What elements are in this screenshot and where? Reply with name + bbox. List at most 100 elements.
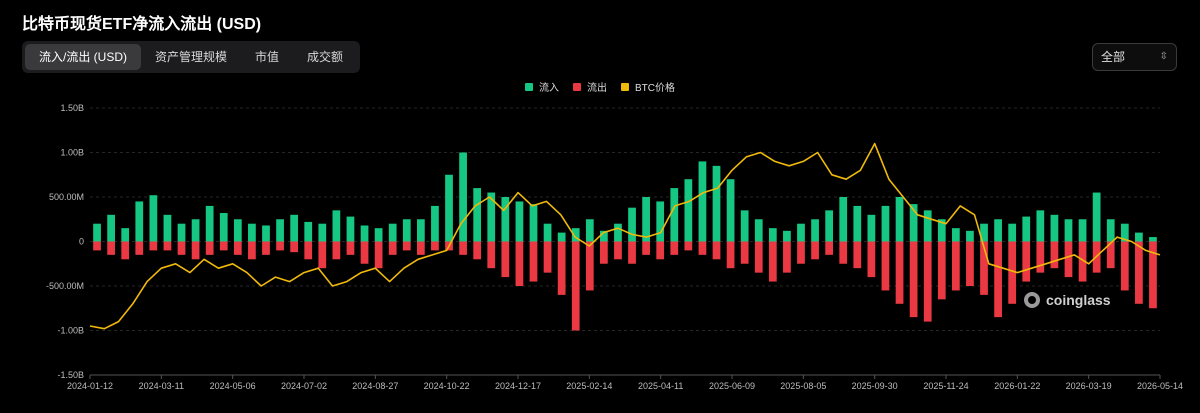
outflow-bar — [290, 241, 299, 253]
y-tick-label: 500.00M — [49, 192, 84, 202]
inflow-bar — [360, 225, 369, 242]
inflow-bar — [346, 216, 355, 242]
inflow-bar — [1092, 192, 1101, 242]
outflow-bar — [318, 241, 327, 269]
outflow-bar — [1149, 241, 1157, 309]
outflow-bar — [543, 241, 552, 273]
inflow-bar — [191, 219, 200, 242]
chart-legend: 流入 流出 BTC价格 — [0, 79, 1200, 94]
outflow-bar — [501, 241, 510, 278]
x-tick-label: 2025-06-09 — [709, 381, 755, 391]
outflow-bar — [909, 241, 918, 318]
inflow-bar — [388, 223, 397, 242]
x-tick-label: 2024-10-22 — [424, 381, 470, 391]
outflow-bar — [487, 241, 496, 269]
outflow-bar — [726, 241, 735, 269]
outflow-bar — [712, 241, 721, 260]
inflow-bar — [980, 223, 988, 242]
outflow-bar — [262, 241, 270, 255]
inflow-bar — [529, 204, 538, 242]
inflow-bar — [1078, 219, 1087, 242]
inflow-bar — [853, 205, 862, 242]
inflow-bar — [93, 223, 101, 242]
x-tick-label: 2025-08-05 — [780, 381, 826, 391]
inflow-bar — [1036, 210, 1045, 242]
inflow-bar — [811, 219, 819, 242]
inflow-bar — [783, 230, 791, 242]
outflow-bar — [135, 241, 144, 255]
inflow-bar — [473, 188, 482, 242]
outflow-bar — [1036, 241, 1045, 273]
inflow-bar — [135, 201, 144, 242]
outflow-bar — [431, 241, 439, 251]
outflow-bar — [754, 241, 763, 273]
legend-item-inflow[interactable]: 流入 — [525, 79, 559, 94]
inflow-bar — [332, 210, 341, 242]
inflow-bar — [923, 210, 932, 242]
inflow-bar — [726, 179, 735, 242]
x-tick-label: 2024-12-17 — [495, 381, 541, 391]
inflow-bar — [1008, 223, 1017, 242]
outflow-bar — [811, 241, 819, 260]
inflow-bar — [248, 223, 256, 242]
legend-item-btc-price[interactable]: BTC价格 — [621, 79, 675, 94]
outflow-bar — [951, 241, 960, 291]
outflow-bar — [1008, 241, 1017, 304]
inflow-bar — [585, 219, 594, 242]
tab-volume[interactable]: 成交额 — [307, 50, 344, 64]
outflow-bar — [219, 241, 228, 251]
outflow-bar — [1135, 241, 1143, 304]
inflow-bar — [1120, 223, 1129, 242]
inflow-bar — [754, 219, 763, 242]
inflow-bar — [937, 219, 946, 242]
btc-price-line — [89, 142, 1161, 330]
outflow-bar — [459, 241, 467, 255]
y-tick-label: 0 — [79, 237, 84, 247]
tab-flow[interactable]: 流入/流出 (USD) — [25, 44, 141, 70]
outflow-bar — [600, 241, 608, 264]
x-tick-label: 2026-03-19 — [1066, 381, 1112, 391]
metric-tabs: 流入/流出 (USD) 资产管理规模 市值 成交额 — [22, 41, 360, 73]
inflow-bar — [994, 219, 1002, 242]
outflow-bar — [107, 241, 115, 255]
inflow-bar — [543, 223, 552, 242]
outflow-bar — [853, 241, 862, 269]
outflow-bar — [332, 241, 341, 260]
outflow-bar — [1106, 241, 1115, 269]
outflow-bar — [642, 241, 650, 255]
tab-market-cap[interactable]: 市值 — [255, 50, 280, 64]
inflow-bar — [740, 210, 749, 242]
range-select[interactable]: 全部 ⇳ — [1092, 43, 1177, 71]
y-tick-label: 1.00B — [60, 148, 84, 158]
inflow-bar — [1064, 219, 1073, 242]
outflow-bar — [304, 241, 313, 260]
legend-item-outflow[interactable]: 流出 — [573, 79, 607, 94]
outflow-bar — [628, 241, 636, 264]
legend-label-btc-price: BTC价格 — [635, 83, 675, 94]
inflow-bar — [642, 197, 650, 242]
outflow-bar — [163, 241, 172, 251]
outflow-bar — [1022, 241, 1031, 282]
inflow-bar — [656, 201, 665, 242]
outflow-bar — [177, 241, 186, 255]
tab-aum[interactable]: 资产管理规模 — [155, 50, 228, 64]
x-tick-label: 2025-04-11 — [638, 381, 683, 391]
inflow-bar — [698, 161, 707, 242]
legend-label-outflow: 流出 — [587, 83, 607, 94]
outflow-bar — [895, 241, 904, 304]
range-select-value: 全部 — [1101, 50, 1126, 64]
inflow-bar — [881, 205, 890, 242]
x-tick-label: 2025-02-14 — [566, 381, 612, 391]
inflow-bar — [205, 205, 214, 242]
inflow-bar — [416, 219, 425, 242]
y-tick-label: 1.50B — [60, 103, 84, 113]
outflow-bar — [994, 241, 1002, 318]
inflow-bar — [177, 223, 186, 242]
outflow-bar — [937, 241, 946, 300]
x-tick-label: 2024-01-12 — [67, 381, 113, 391]
coinglass-logo-icon — [1024, 292, 1040, 308]
outflow-bar — [529, 241, 538, 282]
inflow-bar — [1106, 219, 1115, 242]
inflow-bar — [951, 228, 960, 242]
